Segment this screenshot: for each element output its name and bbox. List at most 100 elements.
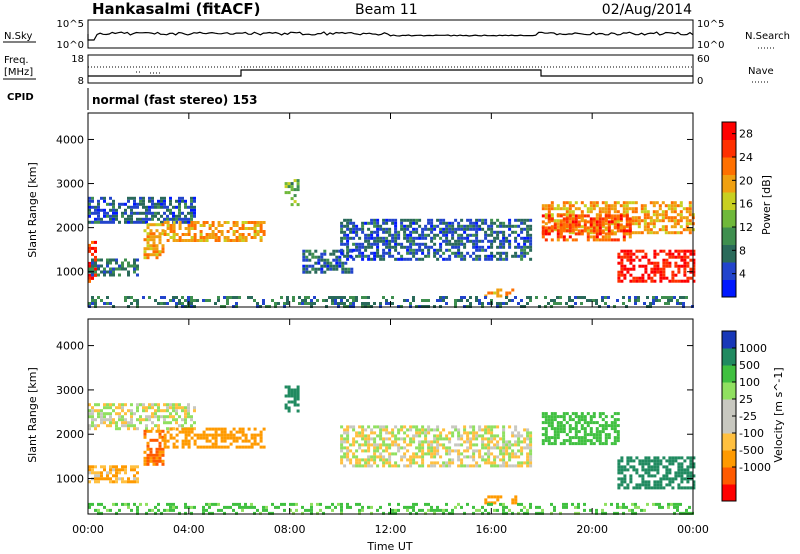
- heatmap-cell: [184, 299, 187, 302]
- heatmap-cell: [323, 261, 327, 265]
- heatmap-cell: [460, 299, 463, 302]
- heatmap-cell: [172, 502, 175, 506]
- heatmap-cell: [148, 508, 151, 512]
- heatmap-cell: [193, 208, 196, 212]
- heatmap-cell: [616, 436, 620, 440]
- noise-right-label: N.Search: [745, 31, 790, 42]
- heatmap-cell: [680, 264, 684, 268]
- heatmap-cell: [364, 221, 368, 225]
- heatmap-cell: [421, 458, 425, 462]
- heatmap-cell: [526, 302, 529, 305]
- heatmap-cell: [565, 207, 569, 211]
- heatmap-cell: [94, 403, 97, 407]
- heatmap-cell: [394, 437, 398, 441]
- heatmap-cell: [634, 201, 638, 205]
- heatmap-cell: [139, 217, 142, 221]
- heatmap-cell: [145, 406, 148, 410]
- heatmap-cell: [127, 502, 130, 506]
- heatmap-cell: [469, 254, 473, 258]
- heatmap-cell: [433, 464, 437, 468]
- heatmap-cell: [644, 456, 648, 460]
- heatmap-cell: [382, 458, 386, 462]
- heatmap-cell: [556, 207, 560, 211]
- heatmap-cell: [526, 233, 530, 237]
- heatmap-cell: [400, 425, 404, 429]
- heatmap-cell: [376, 230, 380, 234]
- heatmap-cell: [412, 434, 416, 438]
- heatmap-cell: [262, 302, 265, 305]
- heatmap-cell: [322, 299, 325, 302]
- heatmap-cell: [133, 477, 136, 481]
- freq-trace: [88, 69, 693, 77]
- heatmap-cell: [577, 220, 581, 224]
- heatmap-cell: [623, 273, 627, 277]
- heatmap-cell: [656, 462, 660, 466]
- heatmap-cell: [508, 508, 511, 512]
- heatmap-cell: [478, 452, 482, 456]
- heatmap-cell: [308, 252, 312, 256]
- heatmap-cell: [296, 179, 300, 183]
- heatmap-cell: [187, 217, 190, 221]
- heatmap-cell: [589, 231, 593, 235]
- heatmap-cell: [106, 424, 109, 428]
- heatmap-cell: [305, 255, 309, 259]
- heatmap-cell: [436, 299, 439, 302]
- heatmap-cell: [589, 207, 593, 211]
- heatmap-cell: [184, 430, 188, 434]
- heatmap-cell: [158, 435, 162, 439]
- heatmap-cell: [632, 252, 636, 256]
- heatmap-cell: [379, 254, 383, 258]
- heatmap-cell: [481, 428, 485, 432]
- heatmap-cell: [604, 436, 608, 440]
- heatmap-cell: [394, 227, 398, 231]
- heatmap-cell: [623, 465, 627, 469]
- heatmap-cell: [589, 418, 593, 422]
- heatmap-cell: [550, 238, 554, 242]
- heatmap-cell: [511, 511, 514, 515]
- x-tick-label: 00:00: [72, 523, 104, 536]
- heatmap-cell: [553, 228, 557, 232]
- heatmap-cell: [130, 217, 133, 221]
- heatmap-cell: [454, 302, 457, 305]
- heatmap-cell: [178, 214, 181, 218]
- heatmap-cell: [127, 270, 130, 274]
- heatmap-cell: [415, 218, 419, 222]
- heatmap-cell: [445, 508, 448, 512]
- heatmap-cell: [556, 204, 560, 208]
- heatmap-cell: [403, 233, 407, 237]
- heatmap-cell: [250, 442, 254, 446]
- heatmap-cell: [496, 230, 500, 234]
- heatmap-cell: [382, 511, 385, 515]
- heatmap-cell: [136, 477, 139, 481]
- heatmap-cell: [529, 437, 533, 441]
- heatmap-cell: [100, 511, 103, 515]
- heatmap-cell: [361, 437, 365, 441]
- heatmap-cell: [190, 302, 193, 305]
- heatmap-cell: [202, 436, 206, 440]
- heatmap-cell: [415, 227, 419, 231]
- heatmap-cell: [481, 446, 485, 450]
- heatmap-cell: [442, 218, 446, 222]
- heatmap-cell: [692, 456, 696, 460]
- heatmap-cell: [290, 388, 294, 392]
- heatmap-cell: [314, 261, 318, 265]
- heatmap-cell: [391, 236, 395, 240]
- heatmap-cell: [646, 502, 649, 506]
- heatmap-cell: [158, 235, 162, 239]
- heatmap-cell: [586, 421, 590, 425]
- heatmap-cell: [148, 205, 151, 209]
- heatmap-cell: [127, 409, 130, 413]
- heatmap-cell: [287, 394, 291, 398]
- heatmap-cell: [145, 418, 148, 422]
- heatmap-cell: [478, 224, 482, 228]
- heatmap-cell: [376, 233, 380, 237]
- heatmap-cell: [562, 418, 566, 422]
- heatmap-cell: [97, 264, 100, 268]
- heatmap-cell: [103, 211, 106, 215]
- heatmap-cell: [103, 208, 106, 212]
- heatmap-cell: [448, 437, 452, 441]
- heatmap-cell: [421, 455, 425, 459]
- heatmap-cell: [436, 449, 440, 453]
- heatmap-cell: [652, 210, 656, 214]
- heatmap-cell: [526, 443, 530, 447]
